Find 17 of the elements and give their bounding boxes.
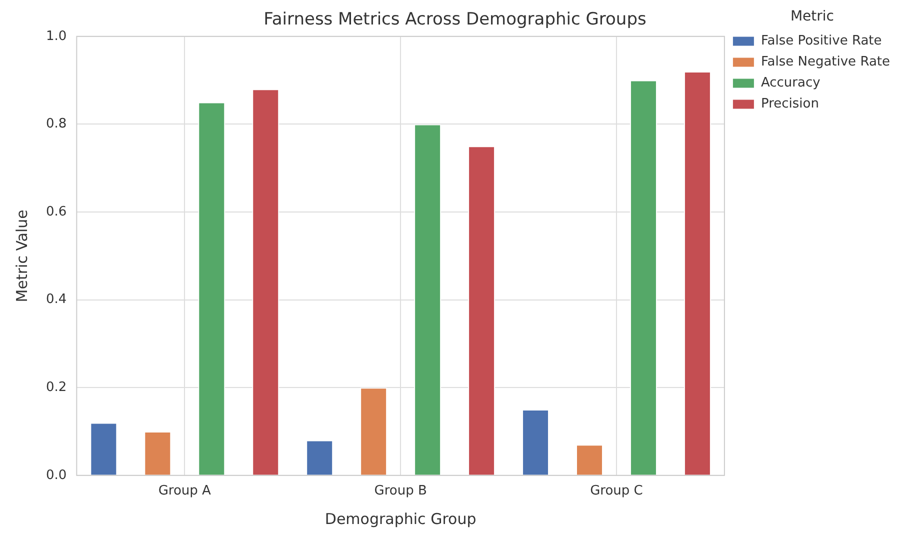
- y-tick-label: 0.4: [46, 292, 67, 308]
- chart-title: Fairness Metrics Across Demographic Groups: [264, 10, 646, 30]
- x-axis-title: Demographic Group: [324, 510, 476, 528]
- y-tick-label: 0.2: [46, 380, 67, 395]
- legend-label: False Negative Rate: [760, 54, 890, 70]
- x-tick-label: Group A: [158, 484, 212, 499]
- y-tick-label: 0.6: [46, 204, 67, 220]
- y-axis-title: Metric Value: [12, 210, 31, 302]
- legend-title: Metric: [790, 8, 834, 25]
- y-tick-label: 1.0: [46, 28, 67, 44]
- y-tick-label: 0.8: [46, 116, 67, 132]
- legend-label: False Positive Rate: [760, 34, 882, 49]
- x-tick-label: Group C: [590, 484, 643, 499]
- y-tick-label: 0.0: [46, 468, 67, 483]
- legend-label: Accuracy: [760, 76, 821, 91]
- x-tick-label: Group B: [374, 484, 427, 499]
- legend-label: Precision: [760, 96, 819, 112]
